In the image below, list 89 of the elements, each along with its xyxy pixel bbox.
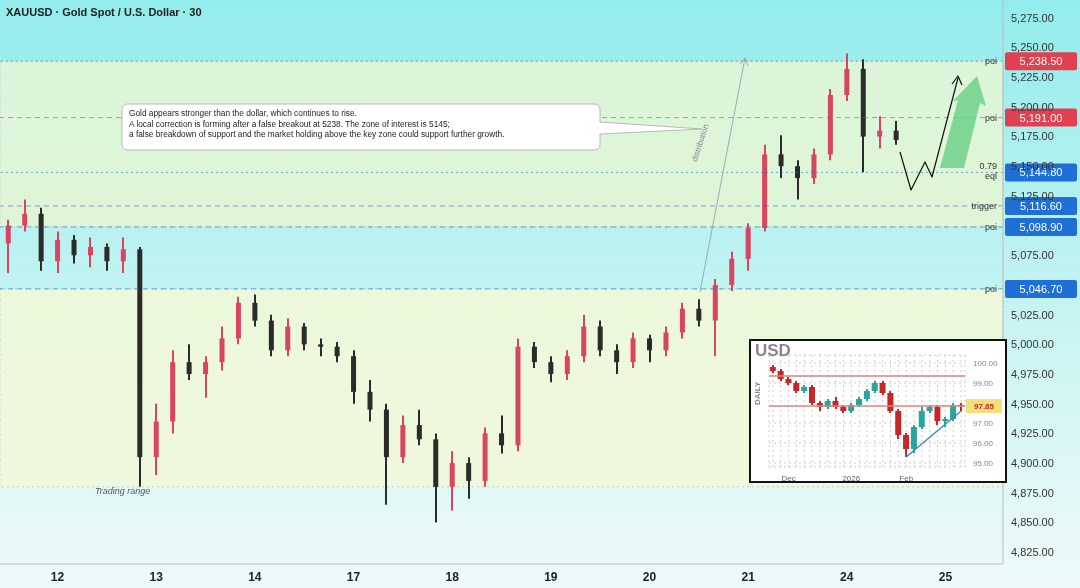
y-tick-label: 96.00 xyxy=(973,438,994,448)
x-tick-label: 21 xyxy=(741,569,756,584)
candlestick xyxy=(334,340,340,364)
ref-line-label: 5,098.90 xyxy=(1019,220,1063,233)
candlestick xyxy=(808,384,815,406)
y-tick-label: 4,900.00 xyxy=(1011,456,1054,469)
candlestick xyxy=(893,120,899,146)
candlestick xyxy=(22,198,28,233)
candlestick xyxy=(903,432,910,458)
candlestick xyxy=(696,298,702,328)
ref-line-label: 97.85 xyxy=(973,402,995,411)
annotation: poi xyxy=(984,112,997,123)
candlestick xyxy=(811,147,817,186)
ref-line-label: 5,238.50 xyxy=(1019,55,1063,68)
candlestick xyxy=(679,301,685,340)
chart-title: USD xyxy=(755,341,791,361)
annotation: 0.79 xyxy=(979,161,997,172)
candlestick xyxy=(877,115,883,150)
annotation: DAILY xyxy=(753,381,762,405)
candlestick xyxy=(5,218,11,275)
y-tick-label: 5,000.00 xyxy=(1011,338,1054,351)
candlestick xyxy=(186,343,192,381)
y-tick-label: 5,275.00 xyxy=(1011,11,1054,24)
y-tick-label: 100.00 xyxy=(973,358,999,368)
candlestick xyxy=(910,424,917,454)
annotation: poi xyxy=(984,221,997,232)
candlestick xyxy=(87,236,93,269)
annotation: eql xyxy=(984,171,997,182)
annotation: trigger xyxy=(971,200,997,211)
x-tick-label: 24 xyxy=(840,569,854,584)
ref-line-label: 5,116.60 xyxy=(1019,199,1063,212)
candlestick xyxy=(630,331,636,370)
x-tick-label: 25 xyxy=(938,569,953,584)
candlestick xyxy=(416,408,422,447)
y-tick-label: 99.00 xyxy=(973,378,994,388)
candlestick xyxy=(548,355,554,384)
x-tick-label: 14 xyxy=(248,569,262,584)
candlestick xyxy=(55,230,61,275)
ref-line-label: 5,046.70 xyxy=(1019,282,1063,295)
text: XAUUSD · Gold Spot / U.S. Dollar · 30 xyxy=(6,6,202,18)
candlestick xyxy=(663,325,669,358)
y-tick-label: 5,025.00 xyxy=(1011,308,1054,321)
x-tick-label: Feb xyxy=(899,473,914,483)
annotation: Gold appears stronger than the dollar, which continues to rise. A local correction is forming after a false breakout at 5238. The zone of interest is 5145; a false breakdown of support and the market holding above the key zone could support further growth. xyxy=(128,107,506,141)
annotation: poi xyxy=(984,283,997,294)
x-tick-label: 12 xyxy=(50,569,65,584)
annotation: poi xyxy=(984,56,997,67)
candlestick xyxy=(597,319,603,358)
y-tick-label: 5,175.00 xyxy=(1011,130,1054,143)
y-tick-label: 4,925.00 xyxy=(1011,427,1054,440)
candlestick xyxy=(120,236,126,275)
x-tick-label: 20 xyxy=(642,569,657,584)
candlestick xyxy=(778,134,784,180)
candlestick xyxy=(895,408,902,440)
y-tick-label: 5,075.00 xyxy=(1011,249,1054,262)
candlestick xyxy=(466,456,472,500)
x-tick-label: 19 xyxy=(544,569,558,584)
candlestick xyxy=(71,234,77,265)
band-label: Trading range xyxy=(95,485,151,496)
y-tick-label: 4,950.00 xyxy=(1011,397,1054,410)
y-tick-label: 5,250.00 xyxy=(1011,41,1054,54)
candlestick xyxy=(614,343,620,376)
ref-line-label: 5,191.00 xyxy=(1019,111,1063,124)
x-tick-label: 13 xyxy=(149,569,164,584)
candlestick xyxy=(252,293,258,328)
candlestick xyxy=(367,378,373,423)
candlestick xyxy=(647,333,653,364)
x-tick-label: 2026 xyxy=(842,473,861,483)
x-tick-label: 18 xyxy=(445,569,460,584)
candlestick xyxy=(219,325,225,372)
candlestick xyxy=(449,450,455,512)
candlestick xyxy=(564,349,570,381)
candlestick xyxy=(499,414,505,455)
candlestick xyxy=(285,317,291,358)
candlestick xyxy=(301,321,307,352)
x-tick-label: 17 xyxy=(346,569,361,584)
y-tick-label: 5,225.00 xyxy=(1011,71,1054,84)
y-tick-label: 4,875.00 xyxy=(1011,486,1054,499)
y-tick-label: 4,975.00 xyxy=(1011,367,1054,380)
y-tick-label: 97.00 xyxy=(973,418,994,428)
y-tick-label: 4,825.00 xyxy=(1011,546,1054,559)
x-tick-label: Dec xyxy=(781,473,796,483)
y-tick-label: 4,850.00 xyxy=(1011,516,1054,529)
candlestick xyxy=(795,159,800,201)
candlestick xyxy=(531,340,537,370)
candlestick xyxy=(203,355,209,399)
candlestick xyxy=(918,406,925,430)
y-tick-label: 95.00 xyxy=(973,458,994,468)
candlestick xyxy=(104,242,110,272)
